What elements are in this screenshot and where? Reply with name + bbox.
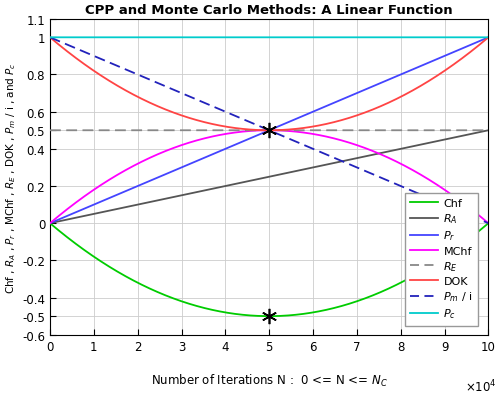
$P_m$/i — [486, 221, 492, 226]
Line: $P_m$/i: $P_m$/i — [50, 38, 488, 224]
$P_m$/i — [215, 107, 221, 112]
$P_r$ — [47, 221, 53, 226]
MChf — [234, 131, 240, 135]
Chf — [234, 312, 240, 317]
MChf — [266, 128, 272, 133]
$P_r$ — [123, 189, 129, 194]
Chf — [97, 259, 103, 263]
Title: CPP and Monte Carlo Methods: A Linear Function: CPP and Monte Carlo Methods: A Linear Fu… — [86, 4, 453, 17]
$R_E$ — [47, 128, 53, 133]
$R_A$ — [97, 211, 103, 216]
$P_m$/i — [430, 197, 436, 202]
$R_A$ — [486, 128, 492, 133]
$P_m$/i — [47, 36, 53, 41]
$R_E$ — [486, 128, 492, 133]
DOK — [123, 89, 129, 94]
Chf — [123, 274, 129, 279]
$P_c$ — [97, 36, 103, 41]
MChf — [97, 184, 103, 189]
$P_r$ — [234, 142, 240, 147]
DOK — [47, 36, 53, 41]
Chf — [215, 309, 221, 314]
DOK — [215, 123, 221, 128]
Chf — [486, 221, 492, 226]
$P_r$ — [486, 36, 492, 41]
Chf — [430, 262, 436, 267]
Line: Chf: Chf — [50, 224, 488, 316]
MChf — [47, 221, 53, 226]
Text: $\times 10^4$: $\times 10^4$ — [465, 378, 496, 394]
Line: $R_A$: $R_A$ — [50, 131, 488, 224]
$R_A$ — [215, 185, 221, 190]
$R_E$ — [215, 128, 221, 133]
DOK — [97, 73, 103, 78]
$P_m$/i — [477, 218, 483, 223]
$P_c$ — [234, 36, 240, 41]
Chf — [47, 221, 53, 226]
$P_c$ — [486, 36, 492, 41]
DOK — [430, 77, 436, 82]
$R_E$ — [430, 128, 436, 133]
$R_A$ — [234, 182, 240, 187]
$P_m$/i — [97, 57, 103, 62]
DOK — [477, 43, 483, 48]
$P_m$/i — [234, 115, 240, 120]
$P_c$ — [123, 36, 129, 41]
Y-axis label: Chf , $R_A$ , $P_r$ , MChf , $R_E$ , DOK , $P_m$ / i , and $P_c$: Chf , $R_A$ , $P_r$ , MChf , $R_E$ , DOK… — [4, 62, 18, 293]
$R_A$ — [47, 221, 53, 226]
$R_E$ — [123, 128, 129, 133]
$P_c$ — [215, 36, 221, 41]
$R_E$ — [234, 128, 240, 133]
MChf — [430, 180, 436, 185]
Line: $P_r$: $P_r$ — [50, 38, 488, 224]
DOK — [266, 128, 272, 133]
Line: MChf: MChf — [50, 131, 488, 224]
MChf — [477, 214, 483, 219]
$R_A$ — [430, 140, 436, 145]
MChf — [215, 133, 221, 138]
X-axis label: Number of Iterations N :  0 <= N <= $N_C$: Number of Iterations N : 0 <= N <= $N_C$ — [151, 372, 388, 388]
$R_E$ — [477, 128, 483, 133]
$R_A$ — [477, 130, 483, 135]
MChf — [486, 221, 492, 226]
Chf — [266, 314, 272, 319]
$P_c$ — [47, 36, 53, 41]
$P_r$ — [477, 39, 483, 44]
Chf — [477, 228, 483, 233]
$R_E$ — [97, 128, 103, 133]
Line: DOK: DOK — [50, 38, 488, 131]
DOK — [486, 36, 492, 41]
$P_c$ — [477, 36, 483, 41]
DOK — [234, 126, 240, 131]
Legend: Chf, $R_A$, $P_r$, MChf, $R_E$, DOK, $P_m$ / i, $P_c$: Chf, $R_A$, $P_r$, MChf, $R_E$, DOK, $P_… — [404, 193, 478, 326]
$P_r$ — [430, 59, 436, 64]
$P_r$ — [215, 150, 221, 155]
$P_m$/i — [123, 68, 129, 73]
$P_r$ — [97, 200, 103, 205]
MChf — [123, 168, 129, 173]
$R_A$ — [123, 205, 129, 210]
$P_c$ — [430, 36, 436, 41]
